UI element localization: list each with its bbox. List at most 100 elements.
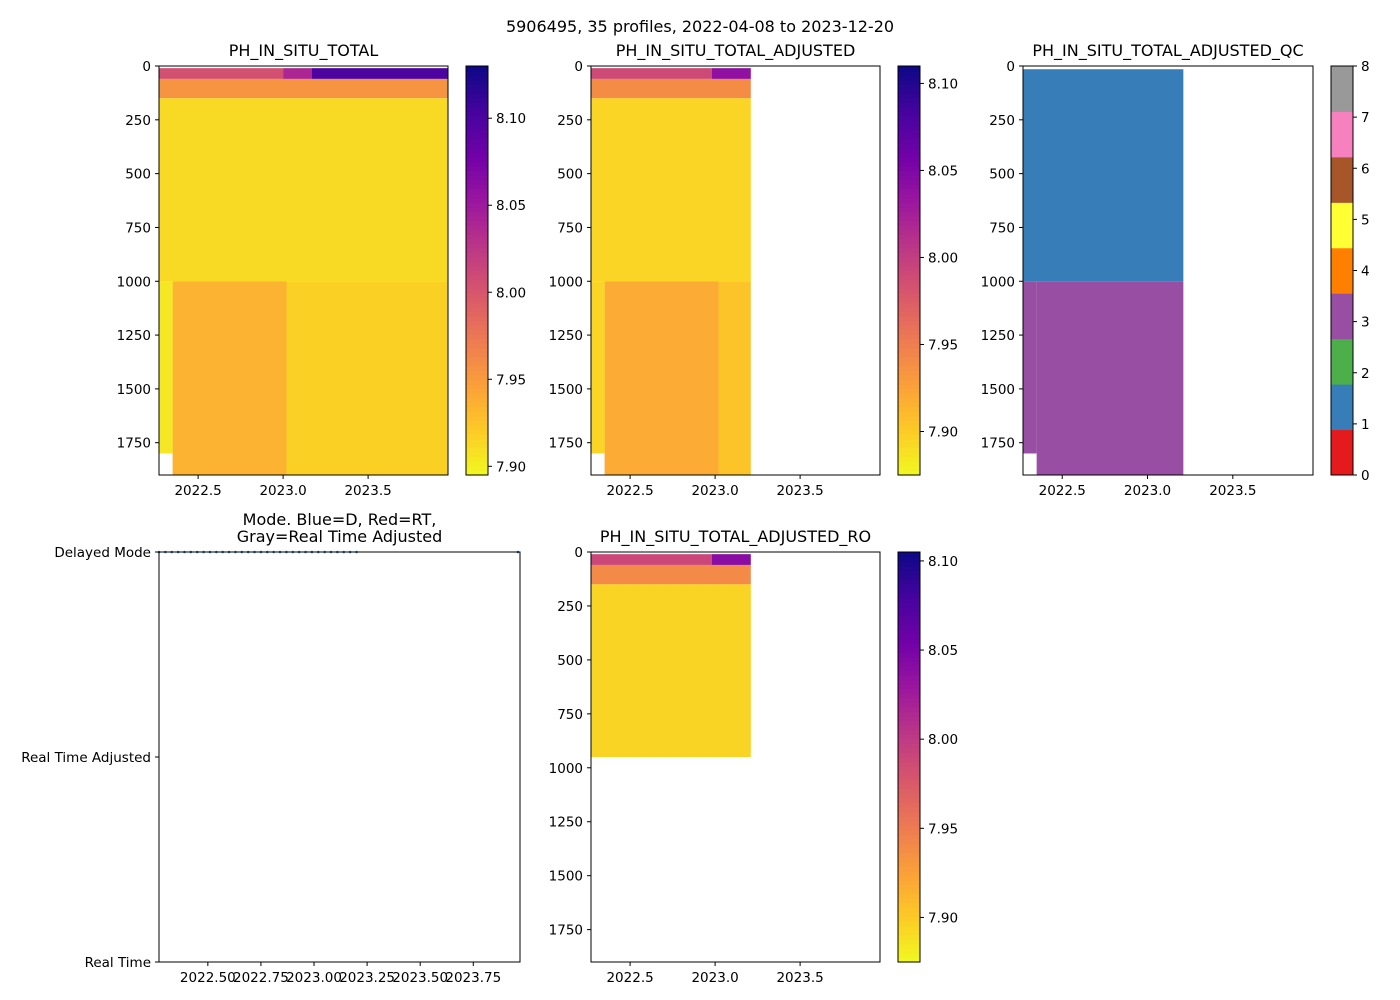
colorbar-band: [466, 388, 488, 394]
colorbar-band: [898, 556, 920, 562]
colorbar-band: [898, 857, 920, 863]
colorbar-band: [898, 193, 920, 199]
colorbar-band: [898, 861, 920, 867]
colorbar-band: [898, 952, 920, 959]
y-tick-label: 500: [557, 167, 583, 183]
colorbar-band: [466, 147, 488, 153]
y-tick-label: 1000: [549, 761, 583, 777]
colorbar-band: [466, 420, 488, 426]
axes-frame: [590, 551, 881, 963]
heatmap-cell: [604, 281, 719, 475]
colorbar-band: [898, 202, 920, 208]
y-tick-label: 1500: [117, 382, 151, 398]
y-tick-label: Delayed Mode: [54, 545, 151, 561]
colorbar-band: [898, 297, 920, 303]
colorbar-tick-label: 8: [1361, 59, 1370, 75]
colorbar-band: [898, 66, 920, 72]
colorbar-band: [898, 930, 920, 936]
heatmap-cell: [172, 281, 287, 475]
colorbar-band: [466, 252, 488, 258]
y-tick-label: 1000: [981, 274, 1015, 290]
colorbar-band: [898, 725, 920, 731]
colorbar-band: [898, 757, 920, 763]
x-tick-label: 2022.5: [174, 483, 221, 499]
colorbar-band: [466, 279, 488, 285]
colorbar-band: [466, 375, 488, 381]
colorbar-band: [898, 565, 920, 571]
panel-title: PH_IN_SITU_TOTAL_ADJUSTED: [616, 41, 856, 61]
y-tick-label: 1500: [549, 869, 583, 885]
heatmap-cell: [591, 584, 751, 757]
colorbar-band: [466, 234, 488, 240]
colorbar-band: [898, 793, 920, 799]
colorbar-band: [898, 798, 920, 804]
colorbar-band: [466, 206, 488, 213]
colorbar-tick-label: 7.95: [928, 337, 958, 353]
colorbar-band: [898, 411, 920, 417]
colorbar-swatch: [1331, 202, 1353, 249]
colorbar-band: [898, 456, 920, 462]
colorbar-band: [898, 256, 920, 263]
colorbar-band: [898, 893, 920, 899]
colorbar-band: [466, 325, 488, 331]
y-tick-label: 1250: [549, 815, 583, 831]
colorbar-band: [898, 211, 920, 217]
colorbar-band: [466, 175, 488, 181]
colorbar-band: [898, 134, 920, 140]
colorbar-band: [898, 898, 920, 904]
colorbar-band: [898, 720, 920, 726]
colorbar-band: [898, 165, 920, 172]
heatmap-cell: [159, 68, 284, 79]
colorbar-band: [466, 261, 488, 267]
y-tick-label: 0: [1006, 59, 1015, 75]
y-tick-label: 0: [142, 59, 151, 75]
colorbar-band: [466, 88, 488, 94]
colorbar-band: [466, 311, 488, 317]
colorbar-band: [466, 302, 488, 308]
colorbar-band: [898, 175, 920, 181]
colorbar-band: [466, 70, 488, 76]
x-tick-label: 2023.50: [392, 970, 448, 986]
colorbar-band: [898, 238, 920, 244]
colorbar-band: [466, 465, 488, 472]
colorbar-band: [898, 602, 920, 608]
colorbar-band: [898, 775, 920, 781]
y-tick-label: 500: [557, 653, 583, 669]
colorbar-band: [898, 320, 920, 326]
colorbar-band: [898, 574, 920, 580]
colorbar-band: [898, 338, 920, 344]
colorbar-tick-label: 8.05: [928, 643, 958, 659]
x-tick-label: 2023.0: [691, 483, 738, 499]
heatmap-cell: [312, 68, 448, 79]
colorbar-band: [898, 661, 920, 667]
colorbar-band: [898, 911, 920, 918]
colorbar-band: [898, 802, 920, 808]
colorbar-band: [898, 615, 920, 621]
y-tick-label: 0: [574, 59, 583, 75]
colorbar-band: [898, 75, 920, 81]
x-tick-label: 2022.75: [233, 970, 289, 986]
colorbar-tick-label: 4: [1361, 264, 1370, 280]
y-tick-label: 1500: [549, 382, 583, 398]
colorbar-band: [898, 120, 920, 126]
colorbar-band: [898, 679, 920, 685]
colorbar-band: [898, 606, 920, 612]
heatmap-cell: [159, 98, 448, 282]
colorbar-band: [466, 406, 488, 412]
y-tick-label: 1750: [981, 436, 1015, 452]
heatmap-cell: [591, 98, 751, 282]
heatmap-cell: [159, 78, 448, 99]
colorbar-swatch: [1331, 156, 1353, 203]
colorbar-band: [898, 834, 920, 840]
colorbar: 7.90 7.95 8.00 8.05 8.10: [897, 551, 958, 963]
colorbar: 7.90 7.95 8.00 8.05 8.10: [897, 65, 958, 476]
colorbar-band: [898, 624, 920, 631]
colorbar-band: [466, 115, 488, 122]
colorbar-band: [898, 111, 920, 117]
colorbar-band: [898, 406, 920, 412]
colorbar-band: [466, 152, 488, 158]
colorbar-band: [466, 125, 488, 131]
colorbar-band: [898, 729, 920, 735]
colorbar-band: [898, 807, 920, 813]
colorbar-band: [898, 270, 920, 276]
